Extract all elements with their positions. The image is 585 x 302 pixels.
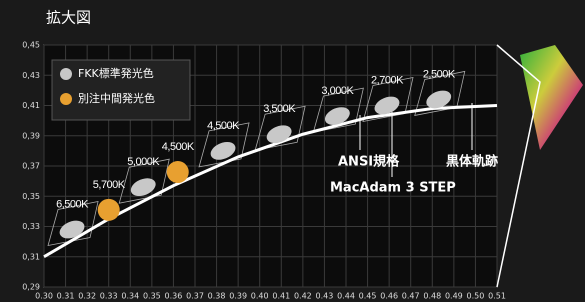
annotation: 黒体軌跡 — [446, 154, 498, 170]
x-tick-label: 0.33 — [100, 292, 118, 301]
point-label: 3,500K — [263, 103, 296, 115]
point-label: 5,700K — [93, 179, 126, 191]
chart: 拡大図 FKK標準発光色 別注中間発光色 ANSI規格 MacAdam 3 ST… — [0, 0, 585, 302]
x-tick-label: 0.41 — [272, 292, 290, 301]
y-tick-label: 0,35 — [22, 192, 40, 201]
y-tick-label: 0,45 — [22, 41, 40, 50]
point-label: 4,500K — [162, 141, 195, 153]
x-tick-label: 0.48 — [423, 292, 441, 301]
x-tick-label: 0.51 — [488, 292, 506, 301]
x-tick-label: 0.43 — [316, 292, 334, 301]
x-tick-label: 0.30 — [35, 292, 53, 301]
x-tick-label: 0.39 — [229, 292, 247, 301]
x-tick-label: 0.32 — [78, 292, 96, 301]
x-tick-label: 0.42 — [294, 292, 312, 301]
point-label: 2,500K — [423, 68, 456, 80]
legend-label: 別注中間発光色 — [78, 91, 155, 105]
point-label: 5,000K — [127, 156, 160, 168]
y-tick-label: 0,41 — [22, 101, 40, 110]
x-tick-label: 0.40 — [251, 292, 269, 301]
point-label: 4,500K — [207, 120, 240, 132]
x-tick-label: 0.45 — [359, 292, 377, 301]
x-tick-label: 0.47 — [402, 292, 420, 301]
legend-marker — [60, 93, 72, 105]
point-label: 6,500K — [56, 198, 89, 210]
x-tick-label: 0.46 — [380, 292, 398, 301]
legend-label: FKK標準発光色 — [78, 66, 154, 80]
annotation: MacAdam 3 STEP — [330, 181, 456, 196]
y-tick-label: 0,37 — [22, 162, 40, 171]
y-tick-label: 0,31 — [22, 252, 40, 261]
legend-marker — [60, 68, 72, 80]
x-tick-label: 0.49 — [445, 292, 463, 301]
y-tick-label: 0,33 — [22, 222, 40, 231]
y-tick-label: 0,29 — [22, 283, 40, 292]
y-tick-label: 0,43 — [22, 71, 40, 80]
point-label: 3,000K — [321, 85, 354, 97]
point-label: 2,700K — [371, 74, 404, 86]
x-tick-label: 0.37 — [186, 292, 204, 301]
x-tick-label: 0.34 — [121, 292, 139, 301]
x-tick-label: 0.38 — [208, 292, 226, 301]
x-tick-label: 0.36 — [165, 292, 183, 301]
x-tick-label: 0.35 — [143, 292, 161, 301]
x-tick-label: 0.31 — [57, 292, 75, 301]
x-tick-label: 0.50 — [467, 292, 485, 301]
annotation: ANSI規格 — [338, 154, 400, 170]
chart-title: 拡大図 — [46, 9, 91, 27]
x-tick-label: 0.44 — [337, 292, 355, 301]
y-tick-label: 0,39 — [22, 131, 40, 140]
